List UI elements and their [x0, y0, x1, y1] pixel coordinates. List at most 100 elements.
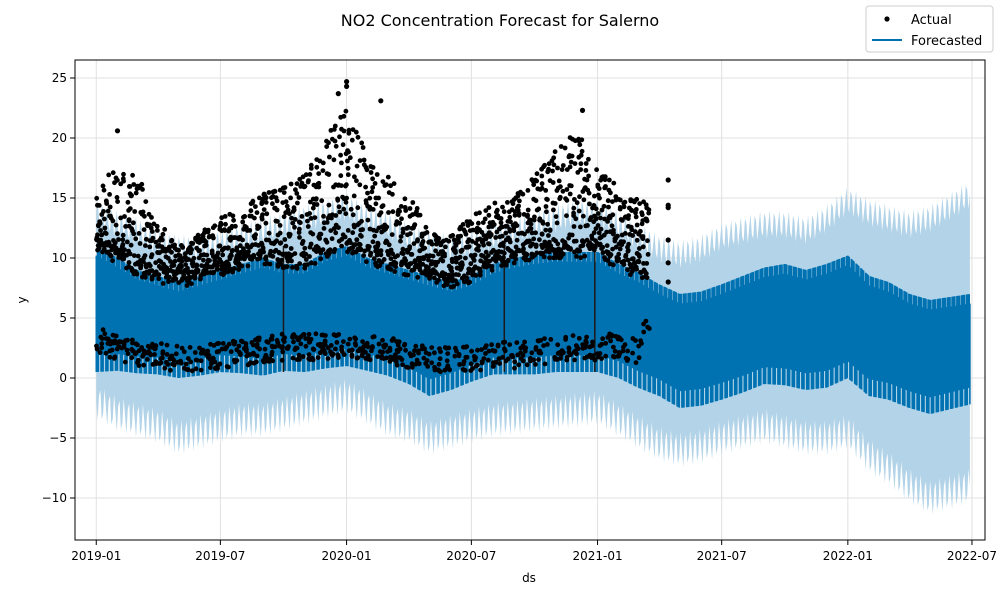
actual-point [400, 251, 406, 257]
actual-point [429, 241, 435, 247]
actual-point [291, 207, 297, 213]
actual-point [613, 244, 619, 250]
actual-point [176, 247, 182, 253]
actual-point [316, 180, 322, 186]
actual-point [603, 340, 609, 346]
actual-point [601, 203, 607, 209]
actual-point [113, 333, 119, 339]
actual-point [525, 212, 530, 218]
actual-point [412, 222, 418, 228]
actual-point [385, 174, 391, 180]
actual-point [353, 129, 359, 135]
actual-point [643, 318, 649, 324]
actual-point [292, 217, 298, 222]
actual-point [306, 331, 312, 337]
actual-point [438, 369, 443, 375]
actual-point [583, 161, 589, 166]
actual-point [378, 210, 384, 216]
actual-point [296, 219, 302, 225]
actual-point [338, 173, 344, 179]
actual-point [236, 343, 242, 349]
actual-point [282, 185, 288, 190]
actual-point [476, 247, 481, 253]
actual-point [370, 207, 376, 212]
actual-point [555, 165, 560, 171]
actual-point [294, 181, 300, 187]
actual-point [303, 172, 309, 178]
actual-point [621, 239, 626, 245]
actual-point [558, 144, 564, 149]
actual-point [212, 258, 218, 263]
actual-point [133, 341, 139, 347]
actual-point [599, 341, 605, 347]
actual-point [599, 207, 605, 213]
actual-point [563, 334, 569, 340]
actual-point [482, 216, 488, 222]
actual-point [576, 208, 582, 214]
actual-point [522, 231, 527, 237]
actual-point [209, 361, 214, 366]
actual-point [636, 355, 642, 361]
actual-point [360, 227, 365, 232]
actual-point [366, 244, 372, 250]
actual-point [584, 177, 590, 183]
actual-point [386, 242, 392, 248]
actual-point [391, 181, 397, 187]
actual-point [205, 227, 211, 233]
actual-point [253, 204, 258, 210]
actual-point [311, 347, 317, 352]
actual-point [186, 274, 192, 280]
actual-point [359, 218, 364, 224]
actual-point [380, 337, 385, 343]
actual-point [584, 334, 589, 340]
actual-point [380, 179, 386, 185]
actual-point [534, 171, 540, 177]
actual-point [114, 128, 121, 134]
actual-point [640, 236, 646, 242]
actual-point [587, 201, 592, 207]
actual-point [368, 170, 374, 175]
actual-point [449, 274, 455, 280]
actual-point [262, 346, 268, 352]
actual-point [555, 241, 561, 247]
actual-point [324, 220, 330, 225]
actual-point [190, 241, 196, 246]
actual-point [426, 257, 431, 263]
actual-point [308, 199, 313, 205]
actual-point [639, 341, 644, 346]
actual-point [308, 241, 314, 247]
actual-point [298, 341, 304, 347]
actual-point [502, 348, 508, 354]
actual-point [173, 276, 179, 282]
actual-point [141, 259, 146, 264]
actual-point [446, 238, 452, 244]
actual-point [610, 199, 615, 205]
actual-point [185, 367, 191, 373]
actual-point [454, 348, 459, 354]
actual-point [136, 231, 142, 236]
forecast-line [95, 246, 971, 414]
actual-point [115, 231, 120, 237]
actual-point [640, 244, 646, 250]
actual-point [121, 171, 126, 177]
actual-point [284, 264, 290, 269]
actual-point [309, 260, 314, 266]
actual-point [266, 190, 272, 195]
actual-point [393, 260, 399, 266]
actual-point [534, 207, 540, 213]
actual-point [127, 251, 133, 257]
actual-point [187, 345, 193, 350]
actual-point [156, 272, 162, 278]
actual-point [436, 361, 442, 367]
actual-point [308, 216, 314, 221]
actual-point [539, 173, 545, 179]
actual-point [579, 148, 585, 154]
actual-point [361, 253, 367, 258]
actual-point [456, 272, 461, 278]
actual-point [339, 344, 344, 350]
actual-points [94, 79, 671, 375]
actual-point [665, 177, 671, 183]
actual-point [578, 167, 584, 173]
actual-point [355, 205, 361, 211]
actual-point [409, 364, 415, 370]
